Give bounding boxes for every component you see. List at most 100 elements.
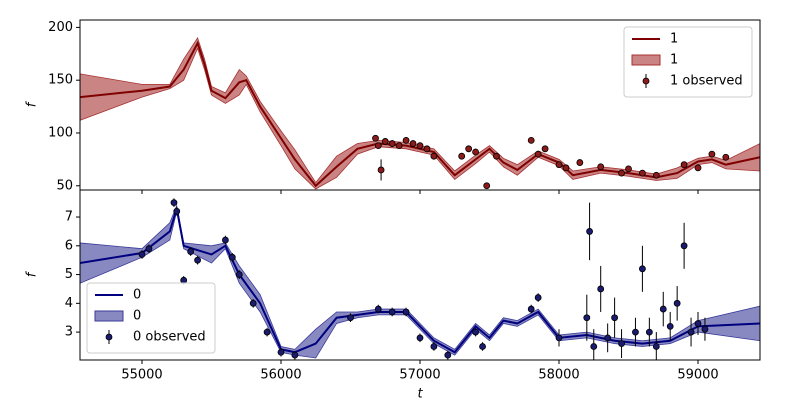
- legend-point: [642, 77, 650, 85]
- observed-point: [430, 152, 438, 160]
- observed-point: [138, 251, 146, 258]
- observed-point: [395, 142, 403, 150]
- observed-point: [694, 320, 702, 327]
- y-tick-label: 7: [65, 210, 73, 225]
- legend-point: [105, 333, 113, 341]
- observed-point: [402, 136, 410, 144]
- observed-point: [374, 142, 382, 150]
- observed-point: [472, 148, 480, 156]
- observed-point: [372, 134, 379, 142]
- legend-label: 1 observed: [670, 74, 743, 89]
- observed-point: [444, 351, 452, 359]
- observed-point: [277, 348, 285, 356]
- axes-frame: [79, 189, 761, 361]
- legend-label: 1: [670, 32, 678, 47]
- observed-point: [465, 145, 473, 153]
- legend-label: 1: [670, 53, 678, 68]
- x-tick-label: 58000: [538, 368, 579, 383]
- y-axis-label: f: [25, 100, 40, 107]
- observed-point: [618, 169, 625, 177]
- observed-point: [416, 142, 424, 150]
- confidence-band: [80, 37, 760, 190]
- observed-point: [708, 150, 716, 158]
- observed-point: [472, 328, 480, 336]
- observed-point: [586, 228, 593, 235]
- observed-point: [483, 182, 491, 190]
- observed-point: [639, 169, 646, 177]
- observed-point: [194, 256, 201, 264]
- observed-point: [347, 314, 354, 322]
- y-tick-label: 200: [48, 20, 73, 35]
- observed-point: [291, 351, 299, 359]
- observed-point: [673, 299, 681, 307]
- plot-area: [80, 198, 760, 360]
- observed-point: [534, 294, 542, 301]
- observed-point: [618, 340, 625, 348]
- legend-label: 0: [133, 309, 141, 324]
- observed-point: [534, 150, 542, 158]
- legend-patch: [631, 54, 661, 66]
- observed-point: [221, 236, 229, 244]
- observed-point: [652, 343, 660, 350]
- observed-point: [235, 271, 243, 278]
- observed-point: [604, 334, 612, 342]
- legend-label: 0 observed: [133, 330, 206, 345]
- observed-point: [666, 322, 674, 330]
- x-tick-label: 59000: [677, 368, 718, 383]
- observed-point: [374, 305, 382, 313]
- observed-point: [423, 145, 431, 153]
- observed-point: [409, 140, 417, 147]
- observed-point: [145, 245, 153, 253]
- observed-point: [576, 159, 584, 166]
- y-tick-label: 100: [48, 125, 73, 140]
- observed-point: [430, 343, 438, 350]
- observed-point: [402, 308, 410, 316]
- observed-point: [479, 343, 486, 350]
- observed-point: [541, 145, 549, 153]
- observed-point: [625, 165, 632, 173]
- observed-point: [562, 164, 570, 172]
- observed-point: [590, 343, 598, 350]
- observed-point: [652, 171, 660, 179]
- plot-area: [80, 37, 760, 190]
- observed-point: [187, 248, 195, 255]
- legend-label: 0: [133, 288, 141, 303]
- x-axis-label: t: [417, 387, 423, 401]
- observed-point: [680, 161, 688, 169]
- x-tick-label: 57000: [399, 368, 440, 383]
- y-tick-label: 3: [65, 325, 73, 340]
- legend-patch: [94, 310, 124, 322]
- observed-point: [687, 328, 695, 336]
- y-tick-label: 5: [65, 267, 73, 282]
- observed-point: [645, 328, 653, 336]
- observed-point: [416, 334, 424, 342]
- observed-point: [694, 164, 702, 172]
- observed-point: [458, 152, 466, 160]
- observed-point: [527, 305, 535, 313]
- observed-point: [249, 299, 257, 307]
- observed-point: [180, 276, 188, 284]
- observed-point: [659, 305, 667, 313]
- observed-point: [680, 242, 688, 250]
- observed-point: [388, 140, 396, 147]
- y-tick-label: 50: [56, 178, 73, 193]
- y-tick-label: 6: [65, 238, 73, 253]
- observed-point: [388, 308, 396, 316]
- observed-point: [173, 207, 181, 215]
- observed-point: [263, 328, 271, 336]
- x-tick-label: 56000: [260, 368, 301, 383]
- legend-box: [86, 282, 216, 354]
- observed-point: [583, 314, 591, 322]
- y-tick-label: 4: [65, 296, 73, 311]
- observed-point: [639, 265, 646, 273]
- observed-point: [597, 163, 605, 171]
- observed-point: [611, 314, 619, 322]
- observed-point: [381, 138, 389, 145]
- x-tick-label: 55000: [121, 368, 162, 383]
- observed-point: [597, 285, 605, 293]
- observed-point: [493, 152, 500, 160]
- observed-point: [527, 136, 535, 144]
- observed-point: [555, 334, 563, 342]
- observed-point: [228, 253, 236, 261]
